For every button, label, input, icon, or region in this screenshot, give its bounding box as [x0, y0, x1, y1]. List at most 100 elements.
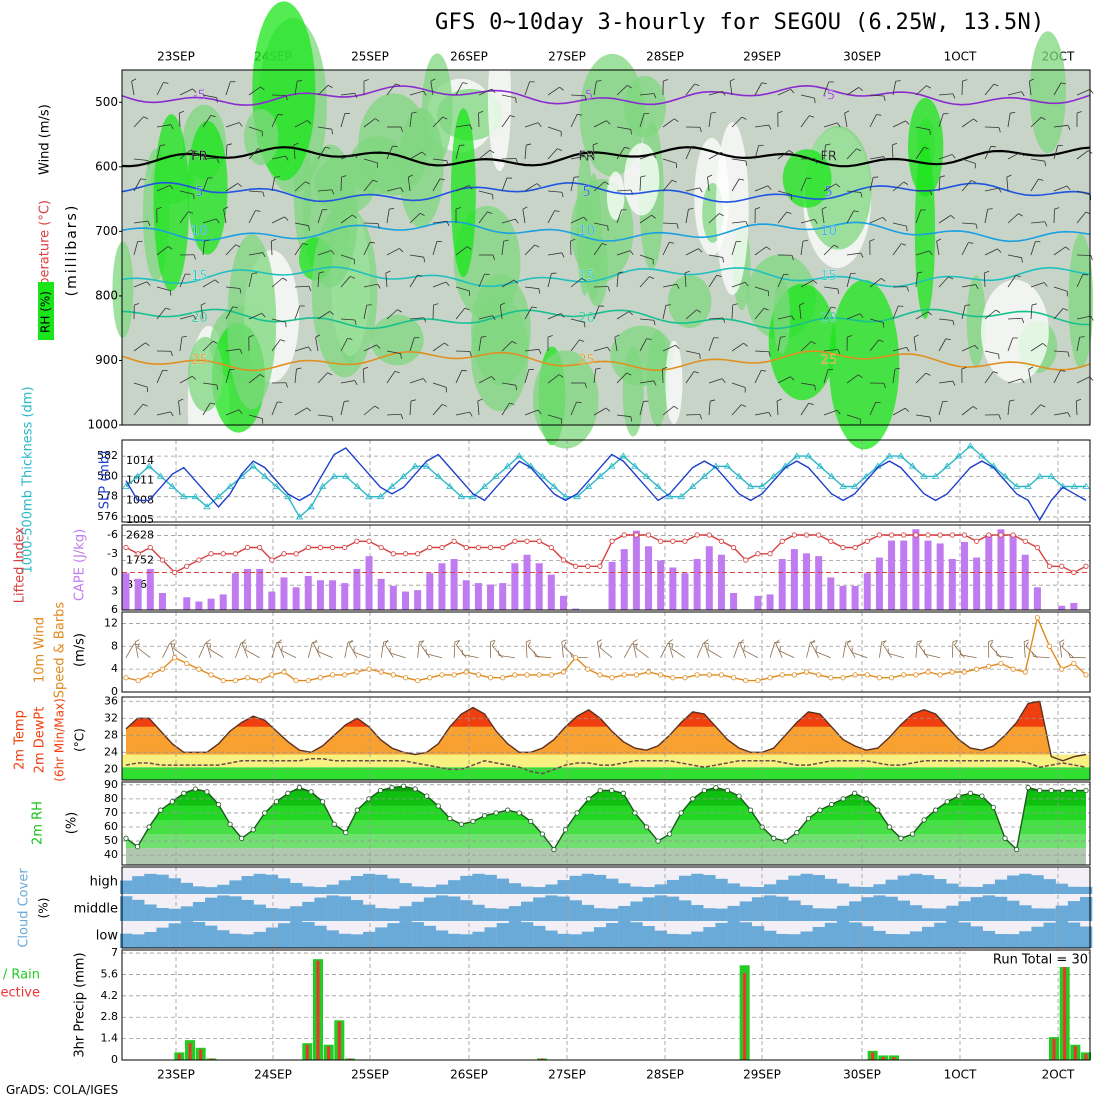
wind-speed-line-point [439, 672, 445, 678]
wind-barb [593, 181, 605, 192]
cloud-bar [411, 901, 424, 921]
wind-barb-flag [226, 143, 232, 146]
cloud-bar [302, 922, 315, 948]
wind-barb [202, 241, 205, 256]
wind-barb [234, 642, 242, 658]
cloud-bar [873, 930, 886, 948]
top-date-label: 1OCT [944, 50, 977, 64]
wind-barb [547, 86, 560, 96]
cloud-bar [751, 887, 765, 894]
cloud-bar [581, 904, 595, 921]
wind-barb-flag [1076, 111, 1082, 114]
cloud-bar [387, 878, 400, 894]
wind-barb [938, 318, 953, 321]
wind-barb-flag [417, 274, 423, 277]
cloud-bar [958, 886, 971, 894]
wind-barb [842, 641, 847, 658]
rh2m-line-point [1014, 846, 1020, 853]
wind-barb [501, 115, 511, 128]
cape-bar [401, 591, 409, 610]
wind-barb [593, 346, 608, 352]
wind-barb-flag [481, 335, 487, 338]
wind-speed-line-point [901, 672, 907, 678]
cloud-bar [715, 878, 728, 894]
wind-barb [1053, 412, 1068, 416]
wind-barb [593, 305, 600, 320]
wind-barb [570, 339, 580, 352]
wind-barb-flag [1066, 185, 1071, 191]
wind-barb [478, 376, 492, 384]
cloud-bar [168, 923, 181, 948]
wind-barb-flag [302, 243, 308, 246]
wind-speed-line-point [645, 669, 652, 675]
wind-barb-flag [397, 309, 402, 313]
wind-speed-line-point [961, 669, 968, 675]
lifted-index-line-point [451, 538, 457, 544]
rh-contour-region [244, 109, 279, 165]
cloud-bar [666, 896, 680, 921]
rh-contour-region [532, 350, 599, 449]
wind-speed-line-point [1010, 666, 1016, 672]
rh-contour-region [715, 122, 749, 296]
wind-barb [156, 145, 161, 160]
cloud-bar [338, 896, 352, 921]
wind-barb [707, 177, 710, 192]
wind-barb [662, 283, 677, 288]
wind-barb-flag [802, 239, 808, 242]
li-axis-label: Lifted Index [13, 526, 28, 603]
wind-barb [938, 380, 953, 384]
rh2m-line-point [678, 810, 684, 816]
thickness-line-point [1001, 472, 1009, 479]
wind-barb [178, 401, 181, 416]
wind-barb [1053, 286, 1068, 292]
wind-barb-flag [688, 208, 694, 210]
wind-axis-label-1: 10m Wind [33, 617, 48, 683]
wind-barb-flag [676, 223, 679, 229]
cloud-bar [618, 883, 631, 894]
wind-barb-flag [554, 210, 560, 212]
wind-barb-flag [1021, 257, 1023, 263]
rh-contour-region [623, 143, 660, 216]
rh2m-line-point [227, 821, 233, 827]
wind-barb [915, 273, 918, 288]
rh2m-line-point [863, 796, 869, 802]
wind-barb-flag [923, 147, 929, 150]
cloud-bar [982, 895, 996, 921]
wind-barb-flag [410, 399, 416, 402]
wind-barb-flag [988, 639, 994, 643]
wind-barb [317, 189, 332, 192]
cloud-bar [654, 895, 667, 921]
lifted-index-line-point [329, 544, 336, 551]
wind-barb-flag [876, 114, 882, 116]
top-date-label: 25SEP [351, 50, 389, 64]
lifted-index-line-point [1083, 563, 1089, 569]
wind-barb-flag [478, 110, 484, 114]
wind-speed-line-point [621, 672, 627, 678]
wind-speed-line-point [123, 675, 129, 681]
wind-barb [800, 115, 810, 128]
cloud-bar [606, 908, 619, 921]
wind-barb-flag [579, 339, 585, 342]
wind-barb-flag [604, 181, 610, 185]
wind-barb-flag [385, 270, 391, 274]
wind-barb-flag [987, 208, 993, 210]
wind-barb [915, 85, 927, 96]
wind-barb [179, 211, 189, 224]
wind-barb-flag [239, 348, 243, 354]
wind-barb [501, 218, 516, 224]
wind-barb [133, 281, 148, 288]
wind-barb-flag [722, 317, 726, 323]
wind-barb [938, 276, 949, 288]
wind-barb-flag [173, 643, 176, 649]
cloud-bar [363, 931, 376, 948]
cloud-bar [776, 879, 789, 894]
wind-barb [961, 242, 969, 256]
wind-barb [570, 318, 585, 323]
wind-barb-flag [237, 183, 242, 187]
wind-barb-flag [281, 645, 283, 651]
wind-barb-flag [239, 288, 242, 294]
thickness-axis-label: 1000-500mb Thickness (dm) [21, 386, 36, 573]
wind-barb-flag [308, 346, 312, 352]
wind-speed-line-point [913, 672, 919, 678]
wind-barb [846, 210, 855, 224]
